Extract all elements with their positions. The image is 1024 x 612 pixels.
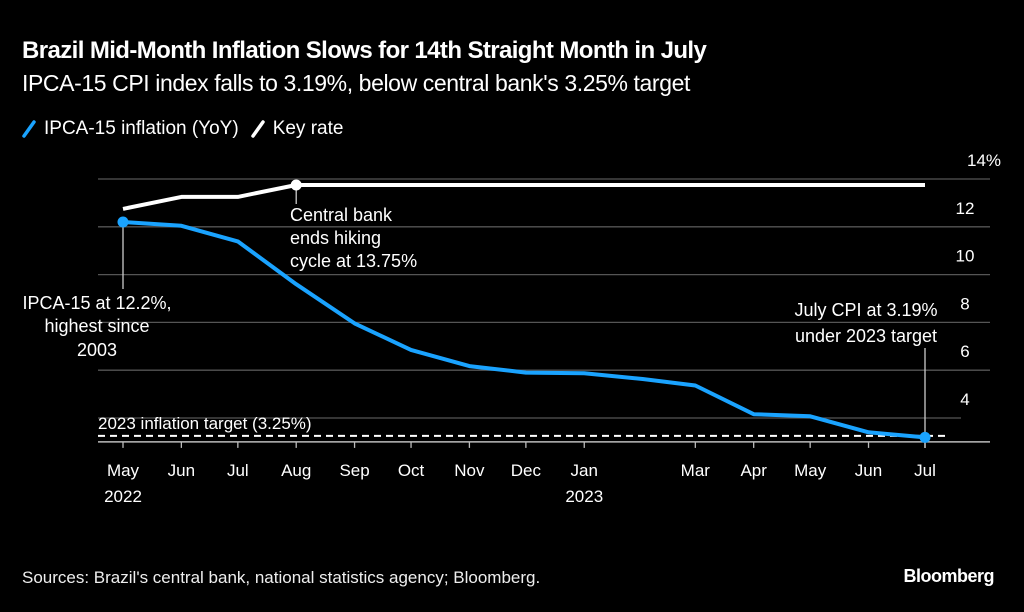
annotation-text: Central bank xyxy=(290,205,393,225)
x-tick-label: May xyxy=(107,461,140,480)
legend: IPCA-15 inflation (YoY) Key rate xyxy=(22,118,355,140)
legend-label-ipca: IPCA-15 inflation (YoY) xyxy=(44,118,239,139)
y-tick-label: 14% xyxy=(967,151,1001,170)
x-tick-year-label: 2022 xyxy=(104,487,142,506)
ipca15-inflation-line xyxy=(122,220,926,440)
x-tick-label: Jun xyxy=(168,461,195,480)
chart-title: Brazil Mid-Month Inflation Slows for 14t… xyxy=(22,37,707,64)
annotation-point-marker xyxy=(290,179,302,191)
x-tick-label: Jul xyxy=(914,461,936,480)
x-tick-label: Jul xyxy=(227,461,249,480)
y-axis-labels: 4 6 8 10 12 14% xyxy=(956,151,1001,409)
slash-line-icon xyxy=(22,120,36,138)
x-tick-label: Jun xyxy=(855,461,882,480)
y-tick-label: 12 xyxy=(956,199,975,218)
x-tick-label: Apr xyxy=(740,461,767,480)
x-tick-label: Jan xyxy=(571,461,598,480)
slash-line-icon xyxy=(250,120,265,138)
y-tick-label: 4 xyxy=(960,390,969,409)
x-tick-label: Nov xyxy=(454,461,485,480)
x-tick-label: Sep xyxy=(339,461,369,480)
x-tick-label: Mar xyxy=(681,461,711,480)
annotation-point-marker xyxy=(919,431,931,443)
target-line-label: 2023 inflation target (3.25%) xyxy=(98,414,312,433)
x-tick-label: May xyxy=(794,461,827,480)
gridlines xyxy=(98,178,990,419)
y-tick-label: 6 xyxy=(960,342,969,361)
annotation-text: highest since xyxy=(44,316,149,336)
chart-subtitle: IPCA-15 CPI index falls to 3.19%, below … xyxy=(22,70,690,96)
annotation-text: 2003 xyxy=(77,340,117,360)
bloomberg-logo: Bloomberg xyxy=(903,566,994,586)
source-note: Sources: Brazil's central bank, national… xyxy=(22,568,541,587)
legend-label-key-rate: Key rate xyxy=(272,118,344,139)
legend-item-key-rate: Key rate xyxy=(250,118,344,140)
annotation-text: cycle at 13.75% xyxy=(290,251,417,271)
x-tick-year-label: 2023 xyxy=(565,487,603,506)
annotation-text: July CPI at 3.19% xyxy=(794,300,937,320)
reference-lines: 2023 inflation target (3.25%) xyxy=(98,414,946,437)
annotation-text: IPCA-15 at 12.2%, xyxy=(22,293,171,313)
x-axis: May 2022 Jun Jul Aug Sep Oct Nov Dec Jan 2023 Mar Ap… xyxy=(98,441,990,506)
x-tick-label: Aug xyxy=(281,461,311,480)
key-rate-line xyxy=(122,183,925,211)
annotation-markers xyxy=(117,179,931,443)
y-tick-label: 10 xyxy=(956,247,975,266)
legend-item-ipca: IPCA-15 inflation (YoY) xyxy=(22,118,239,140)
x-tick-label: Oct xyxy=(398,461,425,480)
annotations: IPCA-15 at 12.2%, highest since 2003 Centra… xyxy=(22,184,938,448)
annotation-text: ends hiking xyxy=(290,228,381,248)
annotation-point-marker xyxy=(117,216,129,228)
series-lines xyxy=(122,183,926,440)
annotation-text: under 2023 target xyxy=(795,326,937,346)
y-tick-label: 8 xyxy=(960,294,969,313)
x-tick-label: Dec xyxy=(511,461,542,480)
